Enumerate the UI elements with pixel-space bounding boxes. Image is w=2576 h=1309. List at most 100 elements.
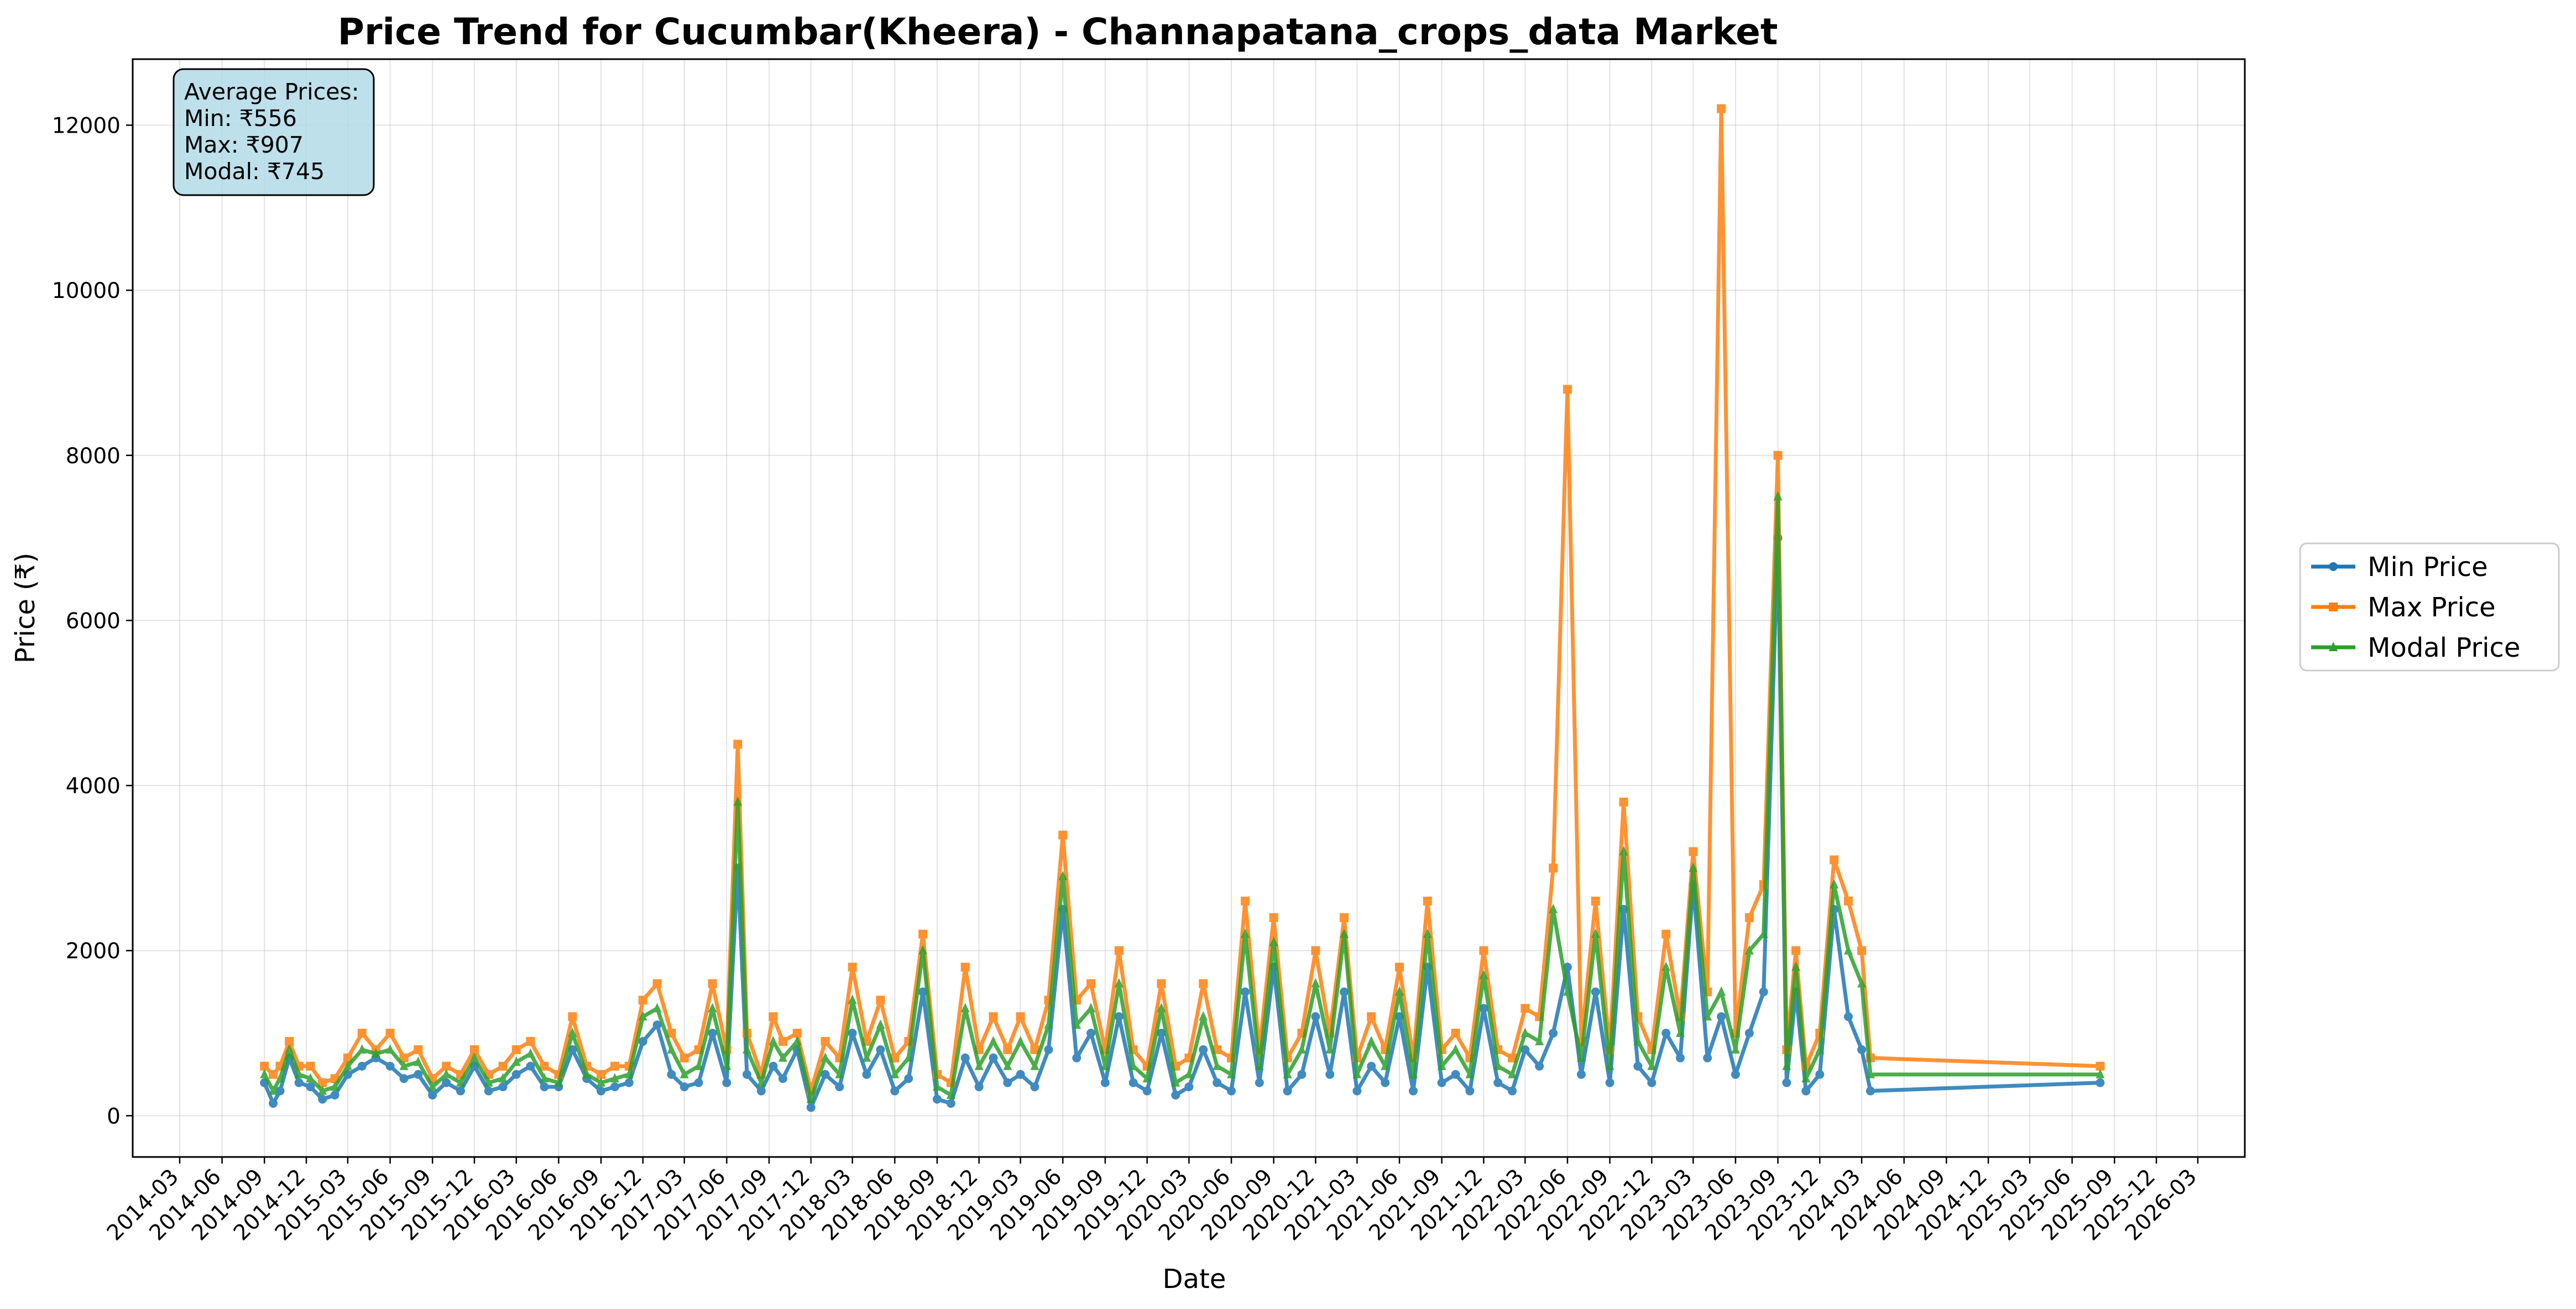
data-point-modal-price bbox=[1717, 986, 1726, 996]
data-point-min-price bbox=[1142, 1086, 1152, 1096]
data-point-modal-price bbox=[1367, 1035, 1376, 1045]
data-point-max-price bbox=[638, 996, 647, 1005]
data-point-max-price bbox=[442, 1061, 451, 1071]
data-point-modal-price bbox=[1465, 1069, 1475, 1078]
data-point-min-price bbox=[821, 1070, 830, 1079]
data-point-max-price bbox=[596, 1070, 605, 1079]
data-point-min-price bbox=[1199, 1045, 1208, 1054]
data-point-modal-price bbox=[1044, 1019, 1053, 1029]
data-point-min-price bbox=[1213, 1078, 1222, 1087]
data-point-max-price bbox=[260, 1061, 269, 1071]
data-point-max-price bbox=[1520, 1004, 1530, 1013]
data-point-min-price bbox=[960, 1053, 970, 1062]
data-point-modal-price bbox=[1619, 846, 1628, 856]
data-point-max-price bbox=[1661, 929, 1671, 939]
data-point-max-price bbox=[1451, 1029, 1460, 1038]
data-point-modal-price bbox=[1269, 936, 1278, 946]
data-point-max-price bbox=[1508, 1053, 1517, 1062]
data-point-min-price bbox=[862, 1070, 871, 1079]
data-point-max-price bbox=[1619, 797, 1628, 807]
data-point-max-price bbox=[385, 1029, 395, 1038]
data-point-modal-price bbox=[1213, 1060, 1222, 1070]
data-point-modal-price bbox=[1199, 1011, 1208, 1021]
data-point-min-price bbox=[1044, 1045, 1053, 1054]
data-point-modal-price bbox=[876, 1019, 885, 1029]
data-point-modal-price bbox=[946, 1090, 955, 1099]
data-point-max-price bbox=[1311, 946, 1320, 955]
data-point-modal-price bbox=[1801, 1073, 1811, 1083]
data-point-min-price bbox=[456, 1086, 465, 1096]
data-point-modal-price bbox=[385, 1044, 395, 1054]
data-point-max-price bbox=[343, 1053, 352, 1062]
legend-items: Min Price Max Price Modal Price bbox=[2311, 552, 2520, 663]
data-point-min-price bbox=[904, 1074, 913, 1083]
data-point-min-price bbox=[974, 1082, 984, 1092]
data-point-max-price bbox=[680, 1053, 689, 1062]
data-point-modal-price bbox=[1072, 1019, 1081, 1029]
data-point-min-price bbox=[756, 1086, 766, 1096]
data-point-modal-price bbox=[1857, 978, 1867, 988]
data-point-max-price bbox=[733, 740, 743, 749]
data-point-max-price bbox=[1016, 1012, 1025, 1022]
data-point-min-price bbox=[385, 1061, 395, 1071]
data-point-min-price bbox=[946, 1098, 955, 1108]
x-axis: 2014-032014-062014-092014-122015-032015-… bbox=[102, 1157, 2202, 1245]
data-point-modal-price bbox=[1157, 1003, 1166, 1013]
data-point-min-price bbox=[1367, 1061, 1376, 1071]
data-point-max-price bbox=[1791, 946, 1800, 955]
series-layer bbox=[260, 104, 2105, 1112]
x-axis-label: Date bbox=[1163, 1264, 1226, 1295]
data-point-max-price bbox=[769, 1012, 778, 1022]
data-point-min-price bbox=[1520, 1045, 1530, 1054]
y-axis-label: Price (₹) bbox=[10, 553, 41, 663]
data-point-min-price bbox=[1661, 1029, 1671, 1038]
data-point-min-price bbox=[1171, 1091, 1180, 1100]
data-point-modal-price bbox=[1605, 1060, 1614, 1070]
data-point-modal-price bbox=[1535, 1035, 1544, 1045]
data-point-min-price bbox=[778, 1074, 787, 1083]
data-point-min-price bbox=[1241, 987, 1250, 997]
data-point-modal-price bbox=[1843, 945, 1853, 955]
legend-frame bbox=[2299, 542, 2560, 672]
data-point-modal-price bbox=[1255, 1060, 1264, 1070]
data-point-modal-price bbox=[1381, 1060, 1390, 1070]
data-point-modal-price bbox=[1633, 1035, 1643, 1045]
data-point-modal-price bbox=[667, 1044, 676, 1054]
data-point-modal-price bbox=[343, 1060, 352, 1070]
data-point-modal-price bbox=[890, 1069, 900, 1078]
data-point-modal-price bbox=[596, 1077, 605, 1087]
data-point-modal-price bbox=[1227, 1069, 1236, 1078]
data-point-min-price bbox=[357, 1061, 367, 1071]
chart-title: Price Trend for Cucumbar(Kheera) - Chann… bbox=[338, 11, 1778, 53]
data-point-modal-price bbox=[428, 1081, 437, 1091]
data-point-min-price bbox=[1465, 1086, 1475, 1096]
legend-label-max-price: Max Price bbox=[2368, 592, 2496, 623]
data-point-min-price bbox=[1072, 1053, 1081, 1062]
data-point-max-price bbox=[876, 996, 885, 1005]
data-point-modal-price bbox=[1731, 1044, 1740, 1054]
data-point-min-price bbox=[876, 1045, 885, 1054]
data-point-modal-price bbox=[260, 1069, 269, 1078]
legend-item-modal-price: Modal Price bbox=[2311, 632, 2520, 663]
data-point-modal-price bbox=[1340, 928, 1349, 938]
data-point-modal-price bbox=[974, 1060, 984, 1070]
data-point-min-price bbox=[399, 1074, 409, 1083]
data-point-max-price bbox=[285, 1036, 294, 1046]
data-point-min-price bbox=[1352, 1086, 1362, 1096]
series-max-price bbox=[260, 104, 2105, 1096]
data-point-min-price bbox=[1114, 1012, 1124, 1022]
data-point-max-price bbox=[511, 1045, 521, 1054]
data-point-modal-price bbox=[769, 1035, 778, 1045]
data-point-modal-price bbox=[511, 1056, 521, 1066]
data-point-modal-price bbox=[357, 1044, 367, 1054]
data-point-max-price bbox=[2096, 1061, 2105, 1071]
legend-marker-min-price bbox=[2329, 562, 2338, 571]
data-point-min-price bbox=[1493, 1078, 1503, 1087]
data-point-min-price bbox=[1782, 1078, 1791, 1087]
data-point-modal-price bbox=[792, 1035, 802, 1045]
data-point-min-price bbox=[680, 1082, 689, 1092]
data-point-max-price bbox=[1591, 897, 1600, 906]
data-point-modal-price bbox=[484, 1077, 493, 1087]
data-point-max-price bbox=[848, 962, 857, 972]
data-point-min-price bbox=[1759, 987, 1768, 997]
